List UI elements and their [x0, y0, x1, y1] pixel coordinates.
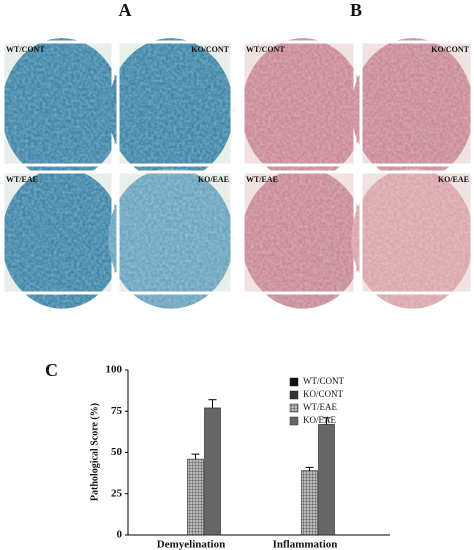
image-label: WT/CONT	[246, 45, 285, 54]
tissue-texture	[108, 168, 234, 309]
bar	[318, 424, 335, 536]
tissue-texture	[241, 38, 365, 181]
panel-label: B	[350, 0, 362, 20]
y-tick-label: 0	[117, 529, 123, 541]
legend-swatch	[289, 403, 299, 413]
micrograph-frame	[116, 40, 234, 167]
bar	[187, 458, 204, 536]
y-tick-label: 25	[111, 487, 123, 499]
y-tick-label: 75	[111, 405, 123, 417]
legend-swatch	[289, 390, 299, 400]
x-tick-label: Demyelination	[157, 539, 225, 550]
image-label: KO/CONT	[431, 45, 469, 54]
panel-label: A	[119, 0, 132, 20]
micrograph-frame	[359, 170, 474, 295]
legend-label: KO/EAE	[303, 415, 336, 425]
legend-label: WT/CONT	[303, 376, 344, 386]
y-axis-label: Pathological Score (%)	[89, 403, 100, 501]
y-tick-label: 50	[111, 446, 123, 458]
tissue-texture	[1, 38, 123, 181]
panel-label: C	[45, 360, 58, 380]
image-label: KO/EAE	[438, 175, 469, 184]
legend-swatch	[289, 377, 299, 387]
bar	[301, 470, 318, 536]
legend-label: WT/EAE	[303, 402, 337, 412]
image-label: KO/CONT	[191, 45, 229, 54]
tissue-texture	[1, 168, 123, 309]
legend-label: KO/CONT	[303, 389, 344, 399]
x-tick-label: Inflammation	[273, 539, 338, 550]
y-tick-label: 100	[106, 364, 123, 376]
micrograph-frame	[116, 170, 234, 295]
image-label: WT/CONT	[6, 45, 45, 54]
legend-swatch	[289, 416, 299, 426]
tissue-texture	[241, 168, 365, 309]
image-label: WT/EAE	[246, 175, 278, 184]
tissue-texture	[108, 38, 234, 181]
micrograph-frame	[359, 40, 474, 167]
image-label: KO/EAE	[198, 175, 229, 184]
tissue-texture	[351, 168, 474, 309]
image-label: WT/EAE	[6, 175, 38, 184]
tissue-texture	[351, 38, 474, 181]
bar	[204, 407, 221, 536]
